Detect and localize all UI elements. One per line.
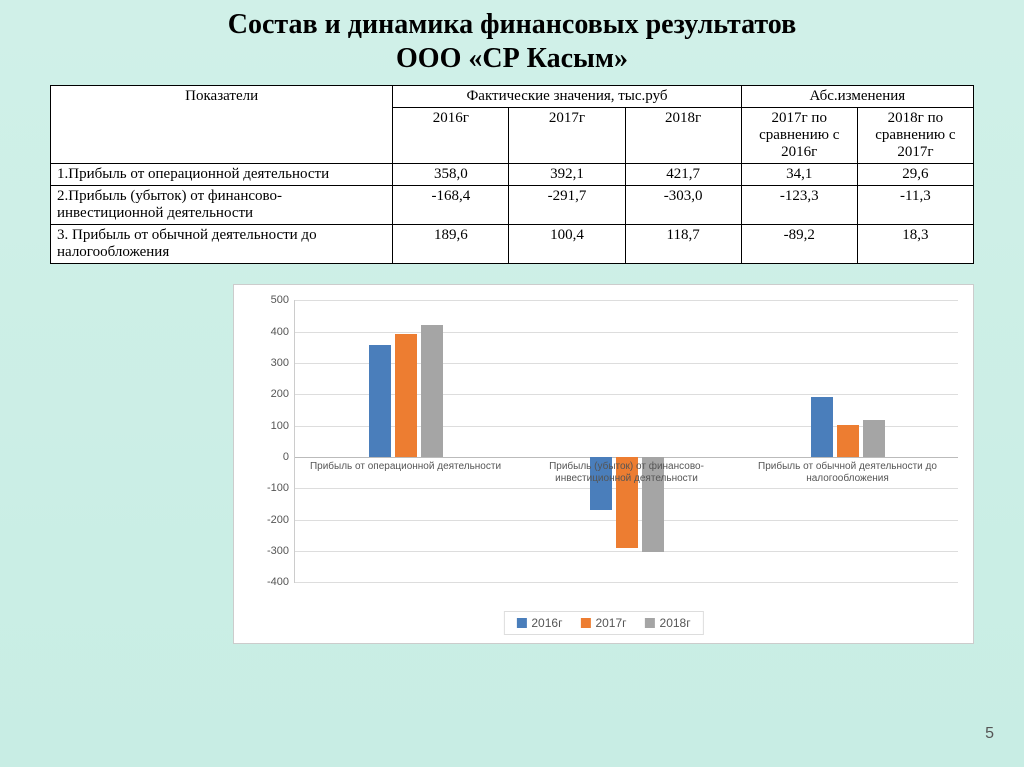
financial-table: Показатели Фактические значения, тыс.руб… xyxy=(50,85,974,264)
slide-title: Состав и динамика финансовых результатов… xyxy=(0,0,1024,75)
table-row: 2.Прибыль (убыток) от финансово-инвестиц… xyxy=(51,186,974,225)
cell: 100,4 xyxy=(509,225,625,264)
col-2017: 2017г xyxy=(509,108,625,164)
legend-label: 2017г xyxy=(595,616,626,630)
cell: 34,1 xyxy=(741,164,857,186)
legend-label: 2016г xyxy=(531,616,562,630)
cell: 421,7 xyxy=(625,164,741,186)
legend-swatch xyxy=(516,618,526,628)
y-tick: 0 xyxy=(283,451,289,463)
plot-area: -400-300-200-1000100200300400500Прибыль … xyxy=(294,300,958,583)
bar xyxy=(369,345,391,457)
y-tick: -400 xyxy=(267,576,289,588)
legend-label: 2018г xyxy=(660,616,691,630)
bar xyxy=(863,420,885,457)
cell: -168,4 xyxy=(393,186,509,225)
cell: 358,0 xyxy=(393,164,509,186)
row-label: 3. Прибыль от обычной деятельности до на… xyxy=(51,225,393,264)
col-2016: 2016г xyxy=(393,108,509,164)
cell: -303,0 xyxy=(625,186,741,225)
bar xyxy=(837,425,859,456)
title-line-1: Состав и динамика финансовых результатов xyxy=(0,8,1024,42)
legend-item: 2018г xyxy=(645,616,691,630)
col-abs1: 2017г по сравнению с 2016г xyxy=(741,108,857,164)
col-2018: 2018г xyxy=(625,108,741,164)
cell: -291,7 xyxy=(509,186,625,225)
cell: 118,7 xyxy=(625,225,741,264)
page-number: 5 xyxy=(985,725,994,743)
y-tick: -200 xyxy=(267,514,289,526)
gridline xyxy=(295,332,958,333)
cell: 189,6 xyxy=(393,225,509,264)
bar xyxy=(395,334,417,457)
y-tick: 200 xyxy=(271,388,289,400)
y-tick: 400 xyxy=(271,326,289,338)
bar xyxy=(421,325,443,457)
col-indicator: Показатели xyxy=(51,86,393,164)
legend-swatch xyxy=(580,618,590,628)
legend-item: 2016г xyxy=(516,616,562,630)
cell: 18,3 xyxy=(857,225,973,264)
gridline xyxy=(295,582,958,583)
col-group-actual: Фактические значения, тыс.руб xyxy=(393,86,741,108)
cell: -89,2 xyxy=(741,225,857,264)
y-tick: 300 xyxy=(271,357,289,369)
category-label: Прибыль от операционной деятельности xyxy=(300,461,511,473)
cell: 392,1 xyxy=(509,164,625,186)
gridline xyxy=(295,300,958,301)
gridline xyxy=(295,551,958,552)
cell: -123,3 xyxy=(741,186,857,225)
table-row: 3. Прибыль от обычной деятельности до на… xyxy=(51,225,974,264)
cell: 29,6 xyxy=(857,164,973,186)
bar xyxy=(811,397,833,456)
chart-legend: 2016г 2017г 2018г xyxy=(503,611,703,635)
table-row: 1.Прибыль от операционной деятельности35… xyxy=(51,164,974,186)
title-line-2: ООО «СР Касым» xyxy=(0,42,1024,76)
bar-chart: -400 -300 -200 -100 0 100 200 300 400 500 Прибыль … xyxy=(233,284,974,644)
col-abs2: 2018г по сравнению с 2017г xyxy=(857,108,973,164)
row-label: 1.Прибыль от операционной деятельности xyxy=(51,164,393,186)
y-tick: -300 xyxy=(267,545,289,557)
y-tick: 100 xyxy=(271,420,289,432)
legend-item: 2017г xyxy=(580,616,626,630)
y-tick: -100 xyxy=(267,482,289,494)
legend-swatch xyxy=(645,618,655,628)
row-label: 2.Прибыль (убыток) от финансово-инвестиц… xyxy=(51,186,393,225)
y-tick: 500 xyxy=(271,294,289,306)
data-table-wrap: Показатели Фактические значения, тыс.руб… xyxy=(50,85,974,264)
category-label: Прибыль от обычной деятельности до налог… xyxy=(742,461,953,485)
category-label: Прибыль (убыток) от финансово-инвестицио… xyxy=(521,461,732,485)
cell: -11,3 xyxy=(857,186,973,225)
col-group-abs: Абс.изменения xyxy=(741,86,973,108)
